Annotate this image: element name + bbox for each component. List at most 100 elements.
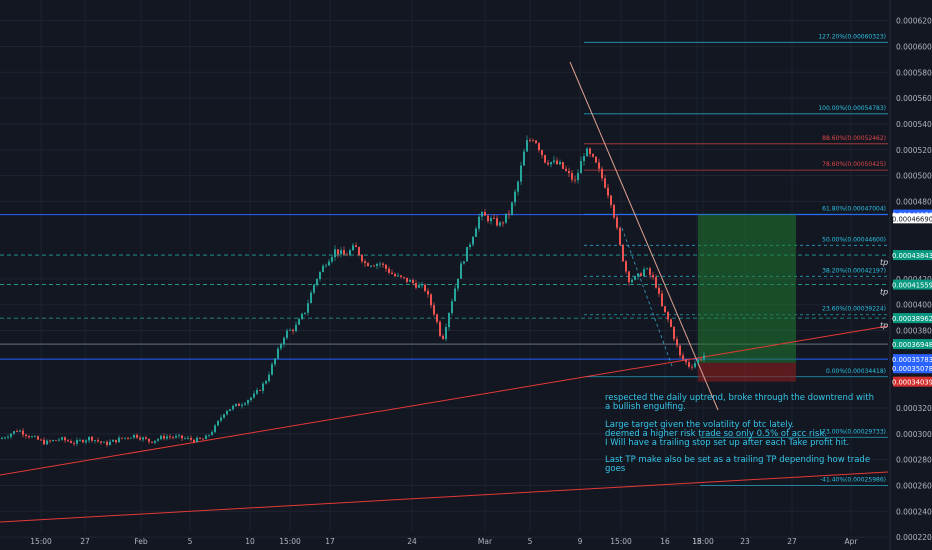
candle-body [376, 263, 378, 266]
price-axis[interactable]: 0.00062000 0.00060000 0.00058000 0.00056000… [896, 17, 932, 542]
projection-line[interactable] [621, 227, 673, 367]
loss-zone[interactable] [698, 362, 796, 382]
candle-body [580, 161, 582, 174]
candle-body [226, 410, 228, 415]
time-axis[interactable]: 15:00 27 Feb 5 10 15:00 17 24 Mar 5 9 15:00 16 18 23 27… [30, 537, 858, 546]
candle-body [229, 409, 231, 411]
candle-body [91, 436, 93, 441]
candle-body [121, 437, 123, 439]
candle-body [502, 222, 504, 224]
candle-body [70, 441, 72, 444]
candle-body [217, 420, 219, 426]
price-tag [893, 313, 932, 324]
candle-body [484, 212, 486, 216]
candle-body [427, 290, 429, 295]
candle-body [142, 437, 144, 440]
uptrend-line[interactable] [0, 325, 889, 476]
downtrend-line[interactable] [569, 61, 719, 411]
annotation-line: Large target given the volatility of btc… [605, 420, 795, 430]
candle-body [31, 436, 33, 438]
price-tag [893, 363, 932, 374]
candle-body [184, 438, 186, 440]
candle-body [139, 437, 141, 440]
price-tag [893, 376, 932, 387]
candle-body [1, 437, 3, 439]
candle-body [649, 268, 651, 275]
candle-body [61, 437, 63, 440]
candle-body [109, 441, 111, 446]
x-tick-label: 27 [787, 537, 797, 546]
candle-body [265, 381, 267, 384]
y-tick-label: 0.00030000 [896, 430, 932, 439]
candle-body [28, 435, 30, 438]
price-tag [893, 339, 932, 350]
candle-body [496, 218, 498, 226]
candle-body [349, 250, 351, 256]
candle-body [595, 156, 597, 163]
candle-body [424, 284, 426, 291]
trend-lines[interactable] [0, 61, 889, 523]
candle-body [499, 222, 501, 226]
long-position-tool[interactable] [698, 214, 796, 382]
candle-body [22, 430, 24, 435]
candle-body [355, 245, 357, 248]
candle-body [406, 277, 408, 282]
candle-body [304, 312, 306, 314]
candle-body [319, 271, 321, 280]
tp-marker: tp [880, 258, 888, 267]
y-tick-label: 0.00032000 [896, 404, 932, 413]
candle-body [514, 191, 516, 203]
long-term-uptrend-line[interactable] [0, 471, 889, 523]
candle-body [166, 436, 168, 439]
candle-body [583, 156, 585, 162]
candle-body [55, 440, 57, 441]
candle-body [382, 263, 384, 265]
y-tick-label: 0.00026000 [896, 481, 932, 490]
x-tick-label: 15:00 [692, 537, 714, 546]
candle-body [637, 273, 639, 277]
candle-body [652, 274, 654, 278]
price-tag [893, 279, 932, 290]
candle-body [313, 284, 315, 293]
candle-body [646, 268, 648, 270]
candle-body [316, 279, 318, 285]
y-tick-label: 0.00042000 [896, 275, 932, 284]
fib-level-label: -41.40%(0.00025986) [820, 477, 886, 484]
candle-body [592, 153, 594, 157]
candle-body [310, 292, 312, 304]
candle-body [7, 436, 9, 438]
price-tags: 0.000469790.000466900.000438430.00041559… [892, 209, 932, 387]
candle-body [613, 204, 615, 218]
candle-body [493, 218, 495, 219]
fib-level-label: 100.00%(0.00054783) [818, 105, 886, 112]
x-tick-label: 17 [325, 537, 335, 546]
profit-zone[interactable] [698, 214, 796, 363]
candle-body [568, 170, 570, 174]
candle-body [448, 313, 450, 328]
candle-body [100, 441, 102, 443]
candle-body [571, 173, 573, 180]
candle-body [73, 443, 75, 444]
fib-level-label: 61.80%(0.00047004) [822, 205, 886, 212]
candle-body [97, 440, 99, 442]
fib-retracement[interactable]: 127.20%(0.00060323) 100.00%(0.00054783) 88… [0, 33, 888, 487]
candle-body [409, 279, 411, 282]
candle-body [49, 440, 51, 442]
candle-body [4, 437, 6, 439]
candle-body [160, 435, 162, 440]
candle-body [283, 337, 285, 345]
candle-body [334, 249, 336, 258]
candle-body [604, 178, 606, 188]
candle-body [634, 276, 636, 280]
candle-body [157, 439, 159, 441]
tp-marker: tp [880, 288, 888, 297]
candle-body [451, 301, 453, 314]
candle-body [691, 366, 693, 368]
x-tick-label: 15:00 [30, 537, 52, 546]
annotation-line: goes [605, 464, 626, 474]
candle-body [271, 364, 273, 375]
candle-body [181, 435, 183, 439]
y-tick-label: 0.00038000 [896, 327, 932, 336]
candle-body [130, 437, 132, 439]
